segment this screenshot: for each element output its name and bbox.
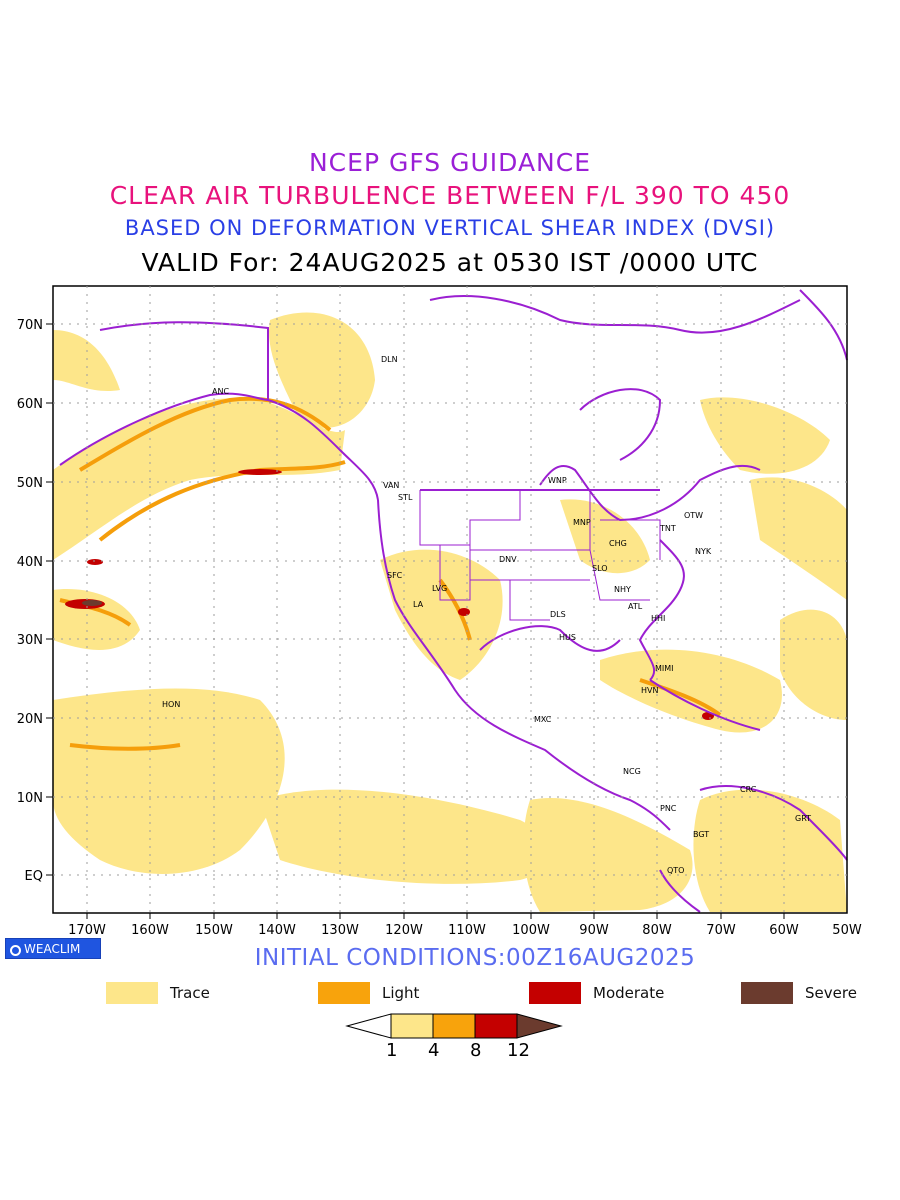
- station-label: HUS: [559, 633, 576, 642]
- legend-swatch: [106, 982, 158, 1004]
- colorbar-tick: 4: [428, 1040, 440, 1061]
- lon-label: 60W: [769, 923, 799, 938]
- station-label: MNP: [573, 518, 591, 527]
- station-label: CHG: [609, 539, 627, 548]
- lat-label: 20N: [17, 712, 43, 727]
- colorbar-moderate: [474, 1013, 518, 1039]
- coastlines: [59, 289, 848, 913]
- colorbar-high-arrow: [516, 1013, 563, 1039]
- station-label: TNT: [659, 524, 676, 533]
- station-label: DLN: [381, 355, 398, 364]
- lon-label: 70W: [706, 923, 736, 938]
- title-line-3: BASED ON DEFORMATION VERTICAL SHEAR INDE…: [124, 216, 776, 240]
- lon-label: 90W: [579, 923, 609, 938]
- colorbar-tick: 8: [470, 1040, 482, 1061]
- legend-label: Moderate: [593, 984, 665, 1002]
- lat-label: 30N: [17, 633, 43, 648]
- lon-label: 130W: [321, 923, 359, 938]
- lon-label: 150W: [195, 923, 233, 938]
- station-label: MXC: [534, 715, 552, 724]
- station-labels: DLN ANC VAN STL WNP MNP TNT OTW CHG NYK …: [162, 355, 811, 875]
- lat-label: 40N: [17, 555, 43, 570]
- station-label: GRT: [795, 814, 811, 823]
- colorbar-light: [432, 1013, 476, 1039]
- lon-label: 80W: [642, 923, 672, 938]
- lon-label: 100W: [512, 923, 550, 938]
- station-label: LVG: [432, 584, 447, 593]
- map-frame: [52, 285, 848, 914]
- lon-label: 110W: [448, 923, 486, 938]
- station-label: DNV: [499, 555, 517, 564]
- state-borders: [419, 490, 661, 621]
- gridlines: [53, 286, 847, 913]
- colorbar: [345, 1013, 563, 1039]
- station-label: NYK: [695, 547, 712, 556]
- colorbar-trace: [390, 1013, 434, 1039]
- lon-label: 170W: [68, 923, 106, 938]
- station-label: OTW: [684, 511, 703, 520]
- lat-label: 60N: [17, 397, 43, 412]
- lon-label: 160W: [131, 923, 169, 938]
- trace-areas: [53, 312, 847, 912]
- station-label: WNP: [548, 476, 567, 485]
- station-label: HVN: [641, 686, 658, 695]
- station-label: MIMI: [655, 664, 674, 673]
- valid-time: VALID For: 24AUG2025 at 0530 IST /0000 U…: [141, 248, 759, 277]
- station-label: DLS: [550, 610, 566, 619]
- logo-text: WEACLIM: [24, 942, 81, 956]
- initial-conditions: INITIAL CONDITIONS:00Z16AUG2025: [254, 945, 696, 971]
- station-label: SFC: [387, 571, 403, 580]
- station-label: STL: [398, 493, 413, 502]
- lat-label: EQ: [25, 869, 43, 884]
- lat-label: 10N: [17, 791, 43, 806]
- legend-swatch: [318, 982, 370, 1004]
- station-label: QTO: [667, 866, 684, 875]
- station-label: CRC: [740, 785, 757, 794]
- lon-label: 120W: [385, 923, 423, 938]
- logo-ring-icon: [10, 945, 21, 956]
- legend-swatch: [741, 982, 793, 1004]
- weaclim-logo: WEACLIM: [5, 938, 101, 959]
- colorbar-tick: 1: [386, 1040, 398, 1061]
- lat-label: 70N: [17, 318, 43, 333]
- lat-label: 50N: [17, 476, 43, 491]
- station-label: ANC: [212, 387, 229, 396]
- axis-ticks: [46, 323, 785, 919]
- station-label: HON: [162, 700, 180, 709]
- title-line-1: NCEP GFS GUIDANCE: [308, 148, 591, 177]
- lon-label: 140W: [258, 923, 296, 938]
- station-label: VAN: [383, 481, 399, 490]
- legend-label: Severe: [805, 984, 857, 1002]
- lon-label: 50W: [832, 923, 862, 938]
- colorbar-tick: 12: [507, 1040, 530, 1061]
- station-label: NHY: [614, 585, 631, 594]
- legend-label: Trace: [170, 984, 210, 1002]
- station-label: HHI: [651, 614, 665, 623]
- station-label: PNC: [660, 804, 677, 813]
- station-label: NCG: [623, 767, 641, 776]
- legend-swatch: [529, 982, 581, 1004]
- station-label: ATL: [628, 602, 643, 611]
- station-label: LA: [413, 600, 424, 609]
- station-label: SLO: [592, 564, 608, 573]
- legend-label: Light: [382, 984, 420, 1002]
- station-label: BGT: [693, 830, 709, 839]
- colorbar-low-arrow: [345, 1013, 392, 1039]
- title-line-2: CLEAR AIR TURBULENCE BETWEEN F/L 390 TO …: [109, 181, 791, 210]
- severe-areas: [82, 600, 102, 606]
